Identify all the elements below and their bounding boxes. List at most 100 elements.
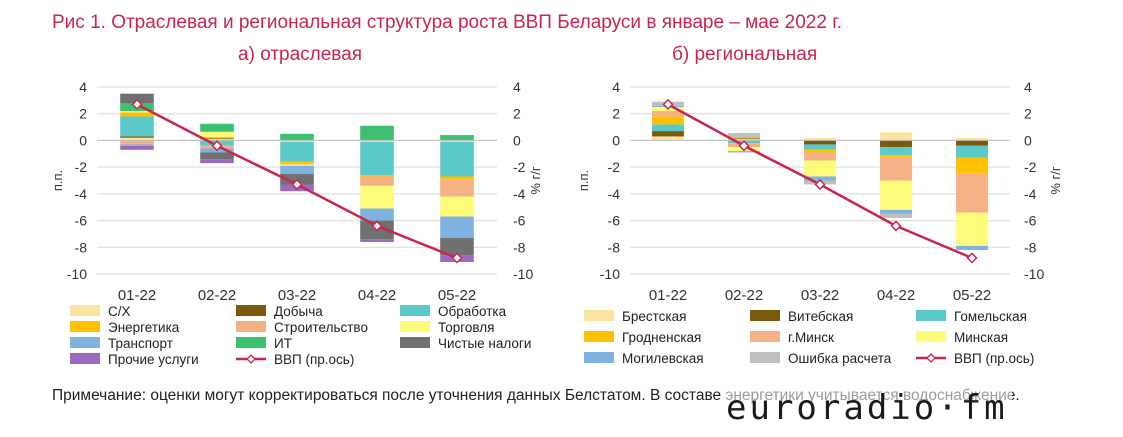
x-tick-label-a: 04-22 — [358, 287, 396, 304]
legend-swatch-b — [750, 331, 780, 342]
bar-segment-b — [652, 116, 684, 125]
y2-tick-label-a: 2 — [513, 106, 521, 122]
bar-segment-a — [200, 137, 234, 139]
y2-tick-label-b: -8 — [1024, 239, 1037, 255]
bar-segment-b — [880, 140, 912, 148]
bar-segment-b — [652, 131, 684, 137]
legend-swatch-a — [70, 321, 100, 332]
y2-tick-label-b: -10 — [1024, 266, 1044, 282]
gdp-marker-a — [451, 252, 463, 264]
y2-axis-label-a: % г/г — [528, 166, 543, 195]
bar-segment-a — [280, 133, 314, 141]
legend-swatch-b — [916, 310, 946, 321]
bar-segment-a — [280, 164, 314, 166]
watermark-logo: euroradio·fm — [722, 388, 1012, 428]
gdp-marker-b — [738, 140, 750, 152]
y2-tick-label-b: 0 — [1024, 132, 1032, 148]
bar-segment-b — [728, 133, 760, 138]
bar-segment-b — [804, 152, 836, 161]
bar-segment-a — [360, 140, 394, 142]
bar-segment-a — [440, 216, 474, 238]
y2-tick-label-a: -8 — [513, 239, 526, 255]
bar-segment-b — [880, 180, 912, 210]
bar-segment-a — [360, 239, 394, 242]
gdp-marker-a — [371, 220, 383, 232]
bar-segment-b — [956, 212, 988, 246]
y-axis-label-b: п.п. — [576, 170, 591, 191]
bar-segment-a — [200, 138, 234, 140]
bar-segment-a — [120, 140, 154, 145]
y2-tick-label-a: 0 — [513, 132, 521, 148]
legend-swatch-b — [584, 310, 614, 321]
legend-swatch-b — [750, 310, 780, 321]
bar-segment-a — [440, 179, 474, 197]
y2-tick-label-b: -4 — [1024, 186, 1037, 202]
x-tick-label-b: 01-22 — [649, 287, 687, 304]
y-tick-label-a: -10 — [67, 266, 87, 282]
bar-segment-b — [956, 173, 988, 213]
legend-swatch-a — [236, 305, 266, 316]
bar-segment-b — [804, 149, 836, 153]
y2-tick-label-b: -6 — [1024, 213, 1037, 229]
legend-label-b: Гомельская — [954, 309, 1027, 324]
legend-swatch-a — [236, 321, 266, 332]
bar-segment-b — [804, 140, 836, 145]
gdp-marker-b — [662, 98, 674, 110]
legend-label-b: Гродненская — [622, 330, 701, 345]
y-tick-label-a: -8 — [75, 239, 88, 255]
legend-swatch-b — [584, 331, 614, 342]
y-axis-label-a: п.п. — [50, 170, 65, 191]
legend-label-a: Прочие услуги — [108, 352, 199, 367]
y-tick-label-b: -2 — [608, 159, 621, 175]
y2-tick-label-a: -4 — [513, 186, 526, 202]
legend-line-marker-b — [926, 353, 936, 363]
legend-swatch-a — [70, 353, 100, 364]
legend-label-a: ВВП (пр.ось) — [274, 352, 354, 367]
bar-segment-a — [200, 159, 234, 164]
y2-tick-label-a: -10 — [513, 266, 533, 282]
bar-segment-a — [280, 141, 314, 162]
y2-tick-label-a: -6 — [513, 213, 526, 229]
y-tick-label-b: -10 — [600, 266, 620, 282]
y2-tick-label-b: 4 — [1024, 79, 1032, 95]
bar-segment-a — [200, 131, 234, 138]
legend-label-a: Чистые налоги — [438, 336, 531, 351]
bar-segment-b — [880, 155, 912, 158]
bar-segment-b — [728, 138, 760, 140]
bar-segment-a — [280, 161, 314, 164]
gdp-marker-a — [131, 98, 143, 110]
y-tick-label-a: 4 — [79, 79, 87, 95]
x-tick-label-b: 02-22 — [725, 287, 763, 304]
legend-swatch-b — [916, 331, 946, 342]
y2-tick-label-b: -2 — [1024, 159, 1037, 175]
legend-label-a: Торговля — [438, 320, 494, 335]
bar-segment-b — [728, 139, 760, 141]
x-tick-label-a: 01-22 — [118, 287, 156, 304]
bar-segment-a — [200, 152, 234, 160]
x-tick-label-b: 03-22 — [801, 287, 839, 304]
bar-segment-b — [880, 157, 912, 181]
bar-segment-a — [120, 111, 154, 113]
y-tick-label-a: 2 — [79, 106, 87, 122]
bar-segment-a — [440, 135, 474, 141]
y2-tick-label-a: -2 — [513, 159, 526, 175]
bar-segment-a — [440, 176, 474, 180]
bar-segment-b — [652, 111, 684, 117]
y-tick-label-a: 0 — [79, 132, 87, 148]
bar-segment-a — [120, 93, 154, 104]
bar-segment-b — [652, 124, 684, 132]
chart-b-title: б) региональная — [672, 44, 818, 65]
y-tick-label-b: 2 — [612, 106, 620, 122]
legend-label-a: ИТ — [274, 336, 292, 351]
bar-segment-a — [280, 165, 314, 174]
y2-axis-label-b: % г/г — [1048, 166, 1063, 195]
bar-segment-a — [360, 141, 394, 176]
bar-segment-b — [956, 145, 988, 158]
legend-swatch-a — [70, 337, 100, 348]
legend-label-a: Энергетика — [108, 320, 180, 335]
x-tick-label-b: 04-22 — [877, 287, 915, 304]
bar-segment-a — [120, 144, 154, 146]
bar-segment-b — [728, 151, 760, 153]
chart-a-title: а) отраслевая — [238, 44, 363, 65]
y2-tick-label-b: 2 — [1024, 106, 1032, 122]
